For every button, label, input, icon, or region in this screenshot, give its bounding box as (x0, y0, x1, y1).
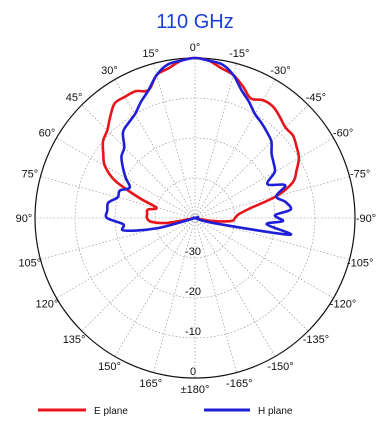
angle-tick-labels: 0° -15° -30° -45° -60° -75° -90° -105° -120° -135… (16, 42, 376, 396)
grid-spoke (194, 79, 276, 219)
grid-spoke (153, 217, 196, 373)
legend: E plane H plane (38, 406, 293, 417)
legend-e-plane-label: E plane (94, 406, 128, 417)
legend-h-plane-label: H plane (258, 406, 293, 417)
grid-spoke (40, 217, 196, 260)
grid-spoke (81, 104, 196, 219)
grid-spoke (194, 176, 350, 219)
angle-tick-label: 45° (66, 92, 83, 104)
radial-tick-label: -30 (185, 246, 201, 258)
angle-tick-label: 60° (39, 128, 56, 140)
chart-title: 110 GHz (156, 11, 233, 33)
grid-spoke (194, 217, 334, 299)
grid-spoke (114, 217, 196, 357)
grid-ring (114, 137, 276, 299)
angle-tick-label: 15° (142, 48, 159, 60)
angle-tick-label: -165° (226, 378, 252, 390)
radial-tick-label: -10 (185, 326, 201, 338)
angle-tick-label: -135° (303, 334, 329, 346)
grid-spoke (194, 217, 237, 373)
grid-spoke (81, 217, 196, 332)
angle-tick-label: ±180° (181, 384, 210, 396)
grid-spoke (114, 79, 196, 219)
angle-tick-label: 150° (98, 361, 121, 373)
angle-tick-label: 135° (63, 334, 86, 346)
angle-tick-label: -45° (306, 92, 326, 104)
grid-spoke (194, 217, 276, 357)
angle-tick-label: -75° (350, 169, 370, 181)
angle-tick-label: -60° (333, 128, 353, 140)
angle-tick-label: -105° (347, 257, 373, 269)
series-e-plane (101, 56, 301, 225)
grid-ring (74, 97, 316, 339)
angle-tick-label: 30° (101, 65, 118, 77)
grid-spoke (194, 104, 309, 219)
grid-spoke (194, 217, 350, 260)
radial-tick-label: -20 (185, 286, 201, 298)
grid-spoke (56, 137, 196, 219)
angle-tick-label: 120° (36, 299, 59, 311)
grid-spoke (56, 217, 196, 299)
angle-tick-label: 75° (22, 169, 39, 181)
grid-spoke (194, 137, 334, 219)
angle-tick-label: -120° (330, 299, 356, 311)
grid-spoke (40, 176, 196, 219)
angle-tick-label: 90° (16, 213, 33, 225)
grid-spoke (153, 63, 196, 219)
angle-tick-label: 105° (18, 257, 41, 269)
angle-tick-label: -15° (229, 48, 249, 60)
angle-tick-label: -30° (270, 65, 290, 77)
angle-tick-label: 165° (139, 378, 162, 390)
radial-tick-labels: -30 -20 -10 0 (185, 246, 201, 378)
angle-tick-label: 0° (190, 42, 201, 54)
angle-tick-label: -150° (267, 361, 293, 373)
angle-tick-label: -90° (356, 213, 376, 225)
series-h-plane (104, 56, 293, 237)
grid-spoke (194, 217, 309, 332)
series-lines (101, 56, 301, 237)
grid-spoke (194, 63, 237, 219)
radial-tick-label: 0 (190, 366, 196, 378)
